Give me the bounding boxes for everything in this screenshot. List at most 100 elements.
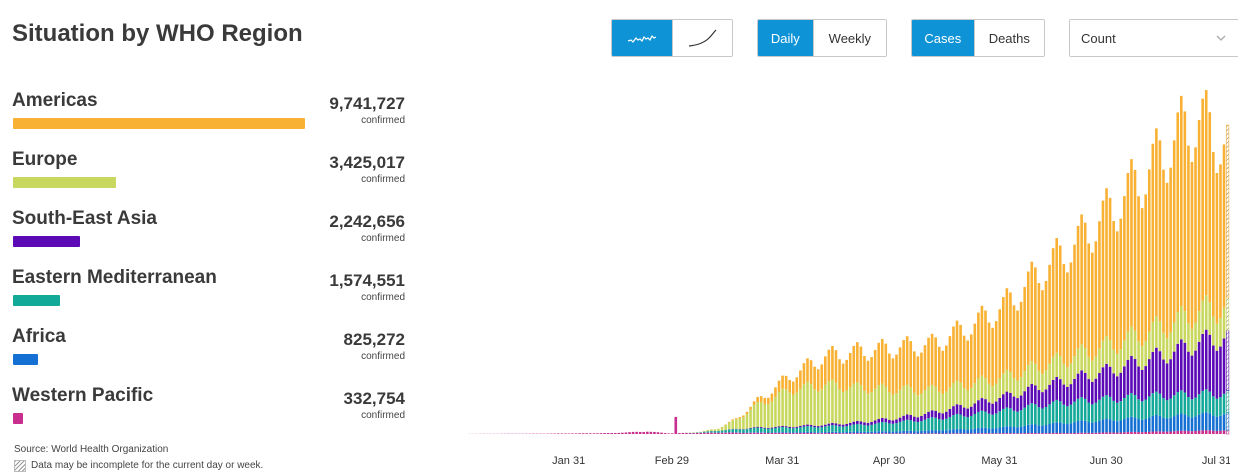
measure-select[interactable]: Count <box>1069 19 1238 57</box>
bar-western-pacific <box>670 433 674 434</box>
bar-americas <box>781 375 784 389</box>
bar-americas <box>1190 161 1194 329</box>
bar-africa <box>1023 425 1026 434</box>
bar-western-pacific <box>1183 430 1187 434</box>
region-row[interactable]: South-East Asia 2,242,656 confirmed <box>12 208 412 260</box>
bar-eastern-mediterranean <box>969 415 973 430</box>
bar-western-pacific <box>735 432 738 434</box>
bar-africa <box>930 430 934 434</box>
region-bar-europe <box>13 177 116 188</box>
bar-south-east-asia <box>1083 372 1087 399</box>
x-tick-label: Mar 31 <box>765 455 799 467</box>
bar-eastern-mediterranean <box>1041 408 1044 426</box>
bar-western-pacific <box>838 433 841 434</box>
bar-africa <box>1183 414 1187 431</box>
bar-europe <box>1162 332 1165 360</box>
bar-western-pacific <box>756 432 759 434</box>
daily-bars-toggle[interactable] <box>612 20 672 56</box>
bar-south-east-asia <box>1105 363 1108 396</box>
region-row[interactable]: Americas 9,741,727 confirmed <box>12 90 412 142</box>
bar-europe <box>777 392 781 427</box>
cumulative-curve-toggle[interactable] <box>671 20 732 56</box>
bar-western-pacific <box>902 433 905 434</box>
bar-africa <box>1194 416 1197 431</box>
bar-americas <box>1165 182 1169 339</box>
bar-western-pacific <box>1108 432 1112 434</box>
bar-africa <box>1155 415 1158 432</box>
region-row[interactable]: Western Pacific 332,754 confirmed <box>12 385 412 437</box>
bar-europe <box>1026 364 1030 387</box>
daily-button[interactable]: Daily <box>758 20 813 56</box>
bar-south-east-asia <box>759 427 763 428</box>
bar-western-pacific <box>742 432 745 434</box>
bar-western-pacific <box>841 433 845 434</box>
bar-eastern-mediterranean <box>1005 407 1009 427</box>
bar-western-pacific <box>888 433 891 434</box>
bar-africa <box>937 430 941 434</box>
cases-button[interactable]: Cases <box>912 20 974 56</box>
bar-western-pacific <box>631 431 635 434</box>
bar-south-east-asia <box>774 426 777 428</box>
bar-africa <box>916 431 920 434</box>
bar-eastern-mediterranean <box>930 417 934 431</box>
bar-western-pacific <box>724 432 727 434</box>
region-row[interactable]: Eastern Mediterranean 1,574,551 confirmed <box>12 267 412 319</box>
region-row[interactable]: Europe 3,425,017 confirmed <box>12 149 412 201</box>
bar-eastern-mediterranean <box>1215 398 1219 417</box>
bar-africa <box>945 430 948 434</box>
bar-eastern-mediterranean <box>809 426 813 432</box>
bar-western-pacific <box>1208 430 1212 434</box>
bar-south-east-asia <box>1112 373 1115 401</box>
bar-south-east-asia <box>1101 367 1105 397</box>
bar-europe <box>1137 341 1140 367</box>
bar-south-east-asia <box>1180 339 1183 391</box>
bar-south-east-asia <box>795 426 799 428</box>
bar-europe <box>1190 328 1194 356</box>
bar-americas <box>824 356 827 385</box>
bar-south-east-asia <box>845 423 848 427</box>
region-count-europe: 3,425,017 <box>329 153 405 172</box>
bar-americas <box>1073 244 1076 357</box>
bar-eastern-mediterranean <box>877 422 880 432</box>
bar-western-pacific <box>1119 432 1123 434</box>
bar-western-pacific <box>973 433 977 434</box>
bar-western-pacific <box>560 433 564 434</box>
bar-europe <box>756 402 759 427</box>
bar-south-east-asia <box>1158 351 1162 394</box>
bar-americas <box>1144 194 1147 341</box>
bar-americas <box>994 321 998 384</box>
bar-south-east-asia <box>1187 351 1190 398</box>
bar-europe <box>1080 344 1083 371</box>
bar-western-pacific <box>1187 431 1190 434</box>
bar-africa <box>955 428 959 434</box>
bar-africa <box>767 432 770 434</box>
bar-south-east-asia <box>916 417 920 422</box>
bar-europe <box>920 393 923 417</box>
bar-americas <box>991 327 994 387</box>
bar-americas <box>895 354 898 394</box>
bar-western-pacific <box>880 433 884 434</box>
bar-south-east-asia <box>984 399 987 412</box>
region-bar-western-pacific <box>13 413 23 424</box>
region-count-eastern-mediterranean: 1,574,551 <box>329 271 405 290</box>
bar-africa <box>809 432 813 433</box>
bar-europe <box>952 383 955 407</box>
weekly-button[interactable]: Weekly <box>812 20 886 56</box>
bar-western-pacific <box>1112 432 1115 434</box>
region-row[interactable]: Africa 825,272 confirmed <box>12 326 412 378</box>
bar-western-pacific <box>1044 433 1048 434</box>
bar-western-pacific <box>571 433 574 434</box>
deaths-button[interactable]: Deaths <box>973 20 1044 56</box>
bar-africa <box>1115 421 1119 433</box>
bar-europe <box>1062 363 1066 385</box>
bar-south-east-asia <box>1222 338 1226 394</box>
bar-europe <box>1094 356 1098 379</box>
bar-western-pacific <box>898 433 902 434</box>
bar-eastern-mediterranean <box>749 428 752 433</box>
bar-western-pacific <box>1076 432 1080 434</box>
bar-europe <box>1194 322 1197 351</box>
bar-western-pacific <box>606 433 610 434</box>
bar-europe <box>1225 296 1230 331</box>
bar-western-pacific <box>628 432 631 434</box>
bar-western-pacific <box>920 433 923 434</box>
